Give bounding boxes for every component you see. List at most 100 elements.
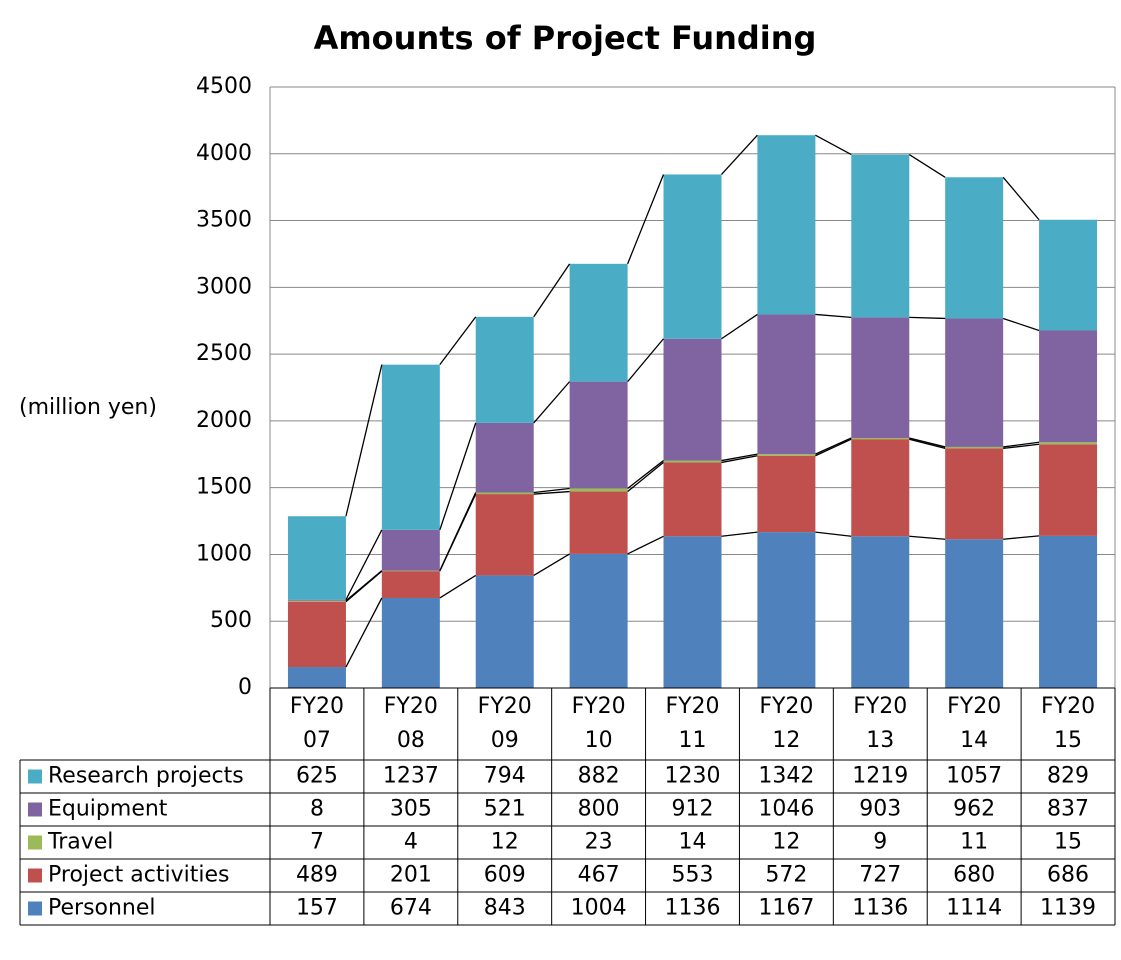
series-line [815,437,852,455]
series-line [815,438,852,457]
series-line [627,461,664,493]
x-tick-label: FY20 08 [384,694,438,753]
x-tick-label: FY20 09 [478,694,532,753]
y-tick-label: 2000 [196,408,252,433]
y-axis-label: (million yen) [19,395,157,420]
bar-segment [569,553,628,688]
legend-label: Personnel [48,896,156,921]
series-line [815,531,852,537]
series-line [533,381,571,424]
legend-marker [28,769,42,784]
table-value: 12 [491,830,519,855]
bar-segment [381,597,440,688]
x-tick-label: FY20 13 [853,694,907,753]
legend-marker [28,868,42,883]
bar-segment [851,154,910,318]
series-line [721,455,758,464]
bar-segment [1039,219,1098,331]
legend-marker [28,802,42,817]
series-line [627,460,664,489]
x-tick-label: FY20 07 [290,694,344,753]
table-value: 23 [585,830,613,855]
bar-segment [945,318,1004,447]
legend-label: Travel [47,830,113,855]
series-line [627,535,664,555]
series-line [815,134,852,156]
table-value: 4 [404,830,418,855]
series-line [721,531,758,537]
legend-marker [28,901,42,916]
bar-segment [381,529,440,571]
table-value: 1342 [758,764,814,789]
series-line [721,134,758,175]
x-tick-label: FY20 15 [1041,694,1095,753]
series-line [815,313,852,319]
table-value: 1237 [383,764,439,789]
series-line [345,570,383,602]
table-value: 727 [859,863,901,888]
bar-segment [1039,444,1098,536]
series-line [909,438,946,450]
table-value: 157 [296,896,338,921]
series-line [439,574,477,599]
legend-label: Research projects [48,764,244,789]
bar-segment [663,174,722,339]
table-value: 12 [772,830,800,855]
bar-segment [475,492,534,495]
bar-segment [1039,442,1098,445]
bar-segment [569,381,628,489]
bar-segment [851,317,910,438]
y-tick-label: 2500 [196,341,252,366]
series-line [908,154,946,178]
series-line [909,316,946,320]
series-line [439,316,477,366]
series-line [533,553,570,576]
table-value: 11 [960,830,988,855]
series-line [345,597,383,668]
series-line [439,422,477,531]
table-value: 1167 [758,896,814,921]
series-line [533,490,570,495]
table-value: 1139 [1040,896,1096,921]
legend-marker [28,835,42,850]
bar-segment [663,536,722,688]
table-value: 9 [873,830,887,855]
table-value: 572 [765,863,807,888]
table-value: 843 [484,896,526,921]
table-value: 489 [296,863,338,888]
table-value: 1004 [571,896,627,921]
bar-segment [475,316,534,423]
table-value: 1136 [665,896,721,921]
bar-segment [757,135,816,315]
series-line [345,529,383,601]
series-line [909,535,946,540]
table-value: 1219 [852,764,908,789]
table-value: 305 [390,797,432,822]
series-line [533,263,571,318]
bar-segment [851,536,910,688]
y-tick-label: 1000 [196,541,252,566]
x-tick-label: FY20 12 [759,694,813,753]
bar-segment [381,570,440,572]
table-value: 912 [672,797,714,822]
table-value: 1136 [852,896,908,921]
x-tick-label: FY20 10 [572,694,626,753]
series-line [909,437,946,448]
table-value: 625 [296,764,338,789]
series-line [1003,535,1040,540]
bar-segment [287,600,346,602]
table-value: 467 [578,863,620,888]
bar-segment [569,263,628,382]
bar-segment [757,455,816,533]
series-line [721,313,758,340]
x-tick-label: FY20 14 [947,694,1001,753]
bar-segment [475,422,534,493]
bar-segment [945,539,1004,688]
bar-segment [569,491,628,554]
bar-segment [475,494,534,576]
series-line [345,364,383,517]
table-value: 837 [1047,797,1089,822]
table-value: 609 [484,863,526,888]
bar-segment [663,462,722,537]
